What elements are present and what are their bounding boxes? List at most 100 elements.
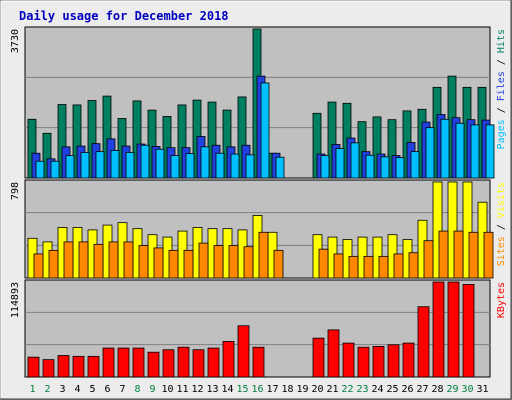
bar-kbytes-day-14 — [222, 341, 235, 378]
bar-kbytes-day-23 — [357, 346, 370, 378]
bar-sites-day-23 — [363, 255, 374, 279]
bar-sites-day-31 — [483, 231, 494, 279]
bar-pages-day-2 — [50, 160, 60, 179]
series-legend-bottom: KBytes — [496, 282, 507, 318]
x-tick-label-day-11: 11 — [176, 384, 188, 395]
bar-kbytes-day-10 — [162, 349, 175, 378]
bar-pages-day-4 — [80, 152, 90, 179]
bar-kbytes-day-7 — [117, 347, 130, 378]
bar-sites-day-30 — [468, 231, 479, 279]
bar-kbytes-day-1 — [27, 356, 40, 378]
x-tick-label-day-10: 10 — [161, 384, 173, 395]
bar-sites-day-17 — [273, 249, 284, 279]
bar-pages-day-12 — [200, 146, 210, 179]
bar-pages-day-17 — [275, 156, 285, 179]
bar-kbytes-day-28 — [432, 281, 445, 378]
y-max-label-top: 3730 — [10, 29, 21, 53]
bar-pages-day-21 — [335, 148, 345, 179]
bar-sites-day-13 — [213, 245, 224, 279]
bar-kbytes-day-4 — [72, 355, 85, 378]
x-tick-label-day-12: 12 — [191, 384, 203, 395]
bar-pages-day-3 — [65, 155, 75, 179]
bar-sites-day-14 — [228, 245, 239, 279]
bar-sites-day-7 — [123, 241, 134, 279]
panel-middle: 798 Sites / Visits — [10, 179, 507, 279]
bar-pages-day-27 — [425, 127, 435, 179]
x-tick-label-day-29: 29 — [446, 384, 458, 395]
bar-sites-day-25 — [393, 253, 404, 279]
bar-sites-day-5 — [93, 243, 104, 279]
bar-sites-day-8 — [138, 245, 149, 279]
x-tick-label-day-5: 5 — [89, 384, 95, 395]
x-tick-label-day-9: 9 — [149, 384, 155, 395]
bar-pages-day-8 — [140, 144, 150, 179]
bar-pages-day-11 — [185, 153, 195, 179]
bar-pages-day-13 — [215, 152, 225, 179]
x-tick-label-day-8: 8 — [134, 384, 140, 395]
panel-top: 3730 Pages / Files / Hits — [10, 26, 507, 179]
bar-pages-day-29 — [455, 122, 465, 179]
bar-visits-day-29 — [447, 181, 458, 279]
series-legend-middle: Sites / Visits — [496, 182, 507, 266]
x-tick-label-day-14: 14 — [221, 384, 233, 395]
x-tick-label-day-6: 6 — [104, 384, 110, 395]
bar-sites-day-26 — [408, 252, 419, 279]
legend-part: KBytes — [496, 282, 507, 318]
legend-part: / — [496, 53, 507, 71]
bar-kbytes-day-2 — [42, 359, 55, 378]
bar-pages-day-31 — [485, 124, 495, 179]
bar-kbytes-day-24 — [372, 346, 385, 378]
legend-part: / — [496, 101, 507, 119]
bar-visits-day-30 — [462, 181, 473, 279]
x-tick-label-day-13: 13 — [206, 384, 218, 395]
x-tick-label-day-24: 24 — [371, 384, 383, 395]
bar-kbytes-day-27 — [417, 306, 430, 378]
bar-pages-day-26 — [410, 151, 420, 179]
x-tick-label-day-28: 28 — [431, 384, 443, 395]
bar-kbytes-day-8 — [132, 347, 145, 378]
bar-sites-day-1 — [33, 253, 44, 279]
bar-kbytes-day-11 — [177, 346, 190, 378]
bar-sites-day-28 — [438, 230, 449, 279]
x-tick-label-day-31: 31 — [476, 384, 488, 395]
bar-kbytes-day-13 — [207, 347, 220, 378]
chart-title: Daily usage for December 2018 — [19, 9, 229, 23]
x-tick-label-day-30: 30 — [461, 384, 473, 395]
bar-pages-day-24 — [380, 156, 390, 179]
bar-pages-day-14 — [230, 153, 240, 179]
legend-part: / — [496, 218, 507, 236]
bar-pages-day-10 — [170, 155, 180, 179]
bar-sites-day-3 — [63, 241, 74, 279]
bar-pages-day-22 — [350, 142, 360, 179]
legend-part: Visits — [496, 182, 507, 218]
bar-kbytes-day-15 — [237, 325, 250, 378]
bar-pages-day-6 — [110, 150, 120, 179]
x-tick-label-day-17: 17 — [266, 384, 278, 395]
x-tick-label-day-18: 18 — [281, 384, 293, 395]
x-tick-label-day-26: 26 — [401, 384, 413, 395]
bar-pages-day-7 — [125, 152, 135, 179]
bar-kbytes-day-30 — [462, 283, 475, 378]
x-tick-label-day-22: 22 — [341, 384, 353, 395]
bar-kbytes-day-16 — [252, 346, 265, 378]
bar-sites-day-11 — [183, 249, 194, 279]
x-tick-label-day-25: 25 — [386, 384, 398, 395]
series-legend-top: Pages / Files / Hits — [496, 29, 507, 149]
bar-sites-day-21 — [333, 253, 344, 279]
bar-sites-day-16 — [258, 231, 269, 279]
x-tick-label-day-27: 27 — [416, 384, 428, 395]
bar-kbytes-day-26 — [402, 342, 415, 378]
y-max-label-middle: 798 — [10, 182, 21, 200]
bar-pages-day-1 — [35, 160, 45, 179]
x-tick-label-day-21: 21 — [326, 384, 338, 395]
bar-sites-day-12 — [198, 242, 209, 279]
x-tick-label-day-7: 7 — [119, 384, 125, 395]
bar-sites-day-20 — [318, 248, 329, 279]
x-tick-label-day-2: 2 — [44, 384, 50, 395]
legend-part: Hits — [496, 29, 507, 53]
bar-kbytes-day-9 — [147, 351, 160, 378]
x-axis-labels: 1 2 3 4 5 6 7 8 9 10 11 12 13 14 15 16 17 18 19 20 21 22 23 24 2… — [29, 384, 488, 395]
bar-sites-day-4 — [78, 241, 89, 279]
